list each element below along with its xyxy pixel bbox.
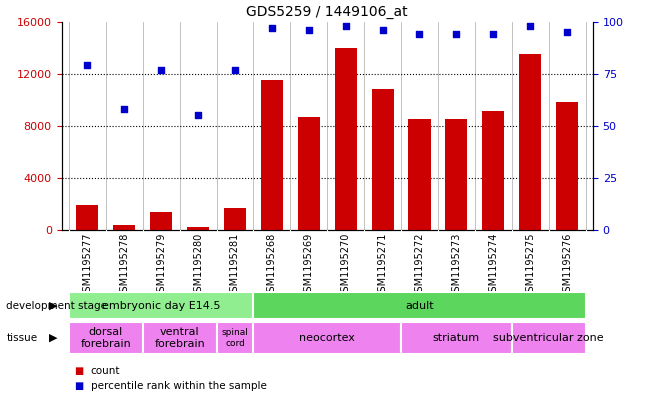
Text: GSM1195276: GSM1195276 xyxy=(562,233,572,298)
Bar xyxy=(69,292,253,319)
Point xyxy=(451,31,461,37)
Bar xyxy=(187,227,209,230)
Text: subventricular zone: subventricular zone xyxy=(493,333,604,343)
Bar xyxy=(150,212,172,230)
Text: GSM1195270: GSM1195270 xyxy=(341,233,351,298)
Bar xyxy=(401,322,512,354)
Bar xyxy=(512,322,586,354)
Point xyxy=(156,66,167,73)
Bar xyxy=(224,208,246,230)
Point xyxy=(488,31,498,37)
Point xyxy=(267,25,277,31)
Bar xyxy=(519,54,541,230)
Text: GSM1195272: GSM1195272 xyxy=(415,233,424,298)
Text: GSM1195275: GSM1195275 xyxy=(525,233,535,298)
Text: adult: adult xyxy=(405,301,434,310)
Text: GSM1195278: GSM1195278 xyxy=(119,233,130,298)
Bar xyxy=(261,80,283,230)
Text: ■: ■ xyxy=(75,366,84,376)
Text: GSM1195280: GSM1195280 xyxy=(193,233,203,298)
Text: GSM1195268: GSM1195268 xyxy=(267,233,277,298)
Point xyxy=(230,66,240,73)
Bar xyxy=(482,112,504,230)
Text: GSM1195277: GSM1195277 xyxy=(82,233,93,298)
Bar xyxy=(216,322,253,354)
Text: spinal
cord: spinal cord xyxy=(222,328,248,348)
Text: GSM1195271: GSM1195271 xyxy=(378,233,388,298)
Text: embryonic day E14.5: embryonic day E14.5 xyxy=(102,301,220,310)
Point xyxy=(82,62,93,68)
Point xyxy=(562,29,572,35)
Point xyxy=(340,23,351,29)
Bar xyxy=(371,89,394,230)
Text: ventral
forebrain: ventral forebrain xyxy=(154,327,205,349)
Bar xyxy=(297,117,320,230)
Text: ■: ■ xyxy=(75,381,84,391)
Text: GSM1195274: GSM1195274 xyxy=(489,233,498,298)
Text: development stage: development stage xyxy=(6,301,108,311)
Text: count: count xyxy=(91,366,121,376)
Text: dorsal
forebrain: dorsal forebrain xyxy=(80,327,131,349)
Text: ▶: ▶ xyxy=(49,333,57,343)
Point xyxy=(304,27,314,33)
Text: neocortex: neocortex xyxy=(299,333,355,343)
Bar xyxy=(253,322,401,354)
Point xyxy=(119,106,130,112)
Bar xyxy=(76,205,98,230)
Point xyxy=(525,23,535,29)
Bar xyxy=(556,102,578,230)
Point xyxy=(377,27,388,33)
Text: percentile rank within the sample: percentile rank within the sample xyxy=(91,381,266,391)
Point xyxy=(414,31,424,37)
Text: ▶: ▶ xyxy=(49,301,57,311)
Text: GSM1195279: GSM1195279 xyxy=(156,233,166,298)
Title: GDS5259 / 1449106_at: GDS5259 / 1449106_at xyxy=(246,5,408,19)
Bar xyxy=(445,119,467,230)
Bar xyxy=(69,322,143,354)
Text: GSM1195273: GSM1195273 xyxy=(452,233,461,298)
Point xyxy=(193,112,203,118)
Bar xyxy=(334,48,357,230)
Bar xyxy=(253,292,586,319)
Text: striatum: striatum xyxy=(433,333,480,343)
Bar xyxy=(408,119,430,230)
Bar xyxy=(143,322,216,354)
Text: GSM1195269: GSM1195269 xyxy=(304,233,314,298)
Text: tissue: tissue xyxy=(6,333,38,343)
Text: GSM1195281: GSM1195281 xyxy=(230,233,240,298)
Bar xyxy=(113,225,135,230)
